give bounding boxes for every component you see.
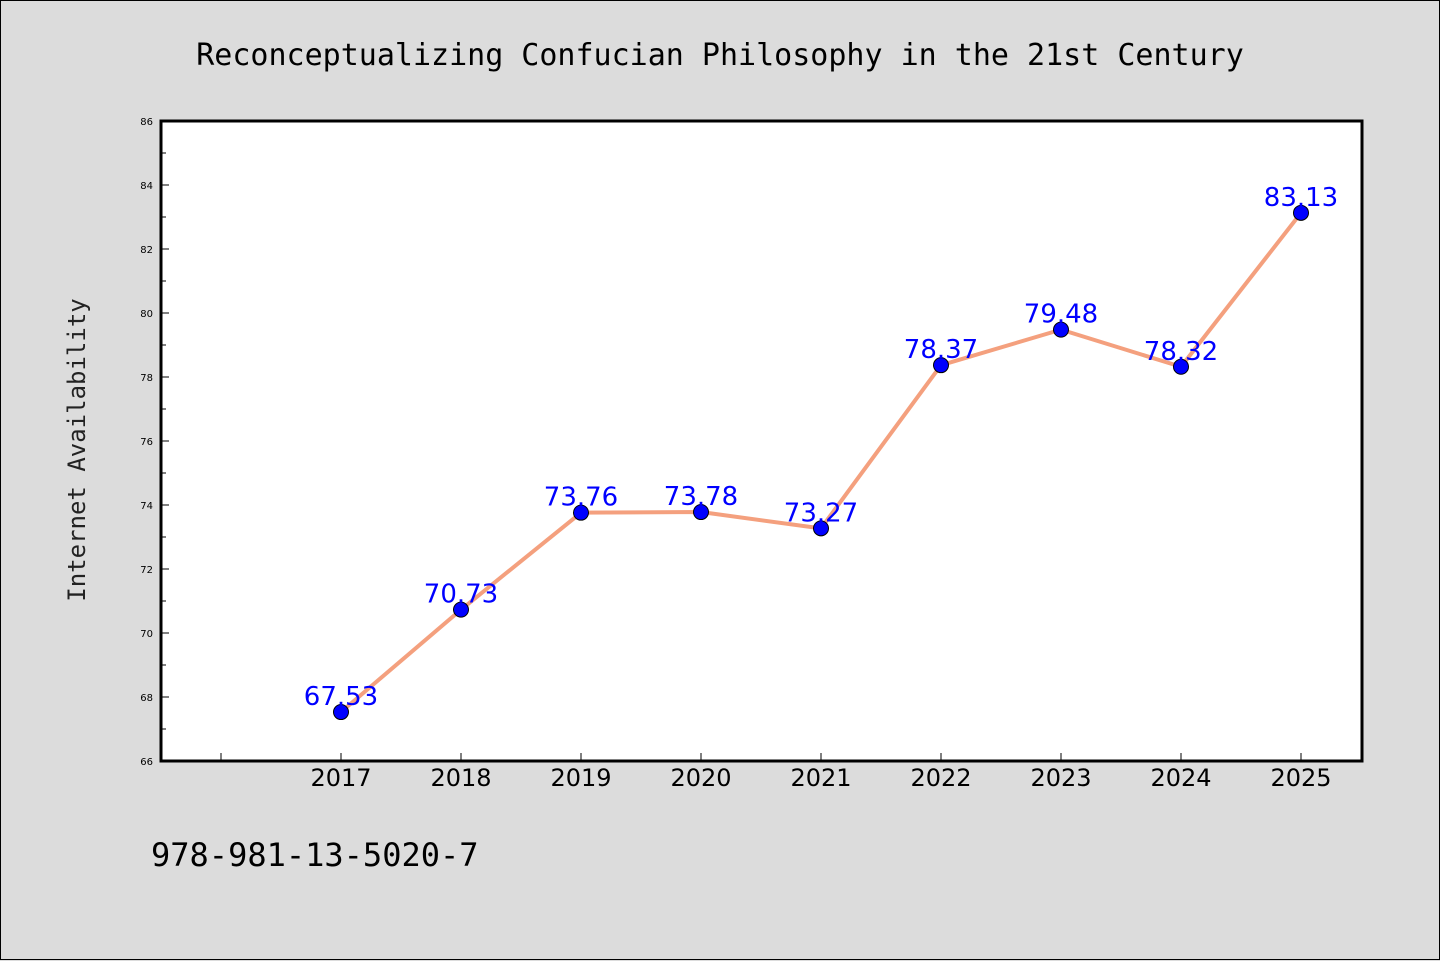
x-tick-label: 2019 xyxy=(550,764,611,792)
data-point xyxy=(1173,358,1189,375)
x-tick-label: 2020 xyxy=(670,764,731,792)
y-tick-label: 76 xyxy=(140,437,153,448)
data-value-label: 83.13 xyxy=(1264,183,1338,213)
y-tick-label: 66 xyxy=(140,757,153,768)
x-tick-label: 2021 xyxy=(790,764,851,792)
x-axis: 2017 2018 2019 2020 2021 2022 2023 2024 2025 xyxy=(220,753,1332,792)
data-point xyxy=(933,357,949,374)
data-labels: 67.53 70.73 73.76 73.78 73.27 78.37 79.48 78.32… xyxy=(304,183,1338,712)
data-value-label: 67.53 xyxy=(304,682,378,712)
x-tick-label: 2023 xyxy=(1030,764,1091,792)
y-tick-label: 74 xyxy=(140,501,153,512)
y-tick-label: 84 xyxy=(140,181,153,192)
y-axis-label: Internet Availability xyxy=(63,298,91,601)
x-tick-label: 2022 xyxy=(910,764,971,792)
y-axis: 66 68 70 72 74 76 78 80 82 84 86 xyxy=(140,117,169,768)
chart-title: Reconceptualizing Confucian Philosophy i… xyxy=(196,38,1244,73)
data-point xyxy=(333,704,349,721)
data-point xyxy=(573,504,589,521)
data-point xyxy=(813,520,829,537)
x-tick-label: 2025 xyxy=(1270,764,1331,792)
data-point xyxy=(453,601,469,618)
x-tick-label: 2017 xyxy=(310,764,371,792)
data-point xyxy=(693,504,709,521)
y-tick-label: 68 xyxy=(140,693,153,704)
y-tick-label: 72 xyxy=(140,565,153,576)
y-tick-label: 78 xyxy=(140,373,153,384)
data-value-label: 70.73 xyxy=(424,580,498,610)
data-point xyxy=(1053,321,1069,338)
x-tick-label: 2024 xyxy=(1150,764,1211,792)
data-value-label: 78.32 xyxy=(1144,337,1218,367)
data-value-label: 73.76 xyxy=(544,483,618,513)
y-tick-label: 80 xyxy=(140,309,153,320)
data-point xyxy=(1293,204,1309,221)
y-tick-label: 82 xyxy=(140,245,153,256)
data-value-label: 73.27 xyxy=(784,498,858,528)
isbn-footer: 978-981-13-5020-7 xyxy=(151,836,479,874)
data-value-label: 78.37 xyxy=(904,335,978,365)
data-value-label: 73.78 xyxy=(664,482,738,512)
data-value-label: 79.48 xyxy=(1024,300,1098,330)
y-tick-label: 86 xyxy=(140,117,153,128)
plot-area xyxy=(159,119,1364,763)
x-tick-label: 2018 xyxy=(430,764,491,792)
data-markers xyxy=(333,204,1309,721)
y-tick-label: 70 xyxy=(140,629,153,640)
